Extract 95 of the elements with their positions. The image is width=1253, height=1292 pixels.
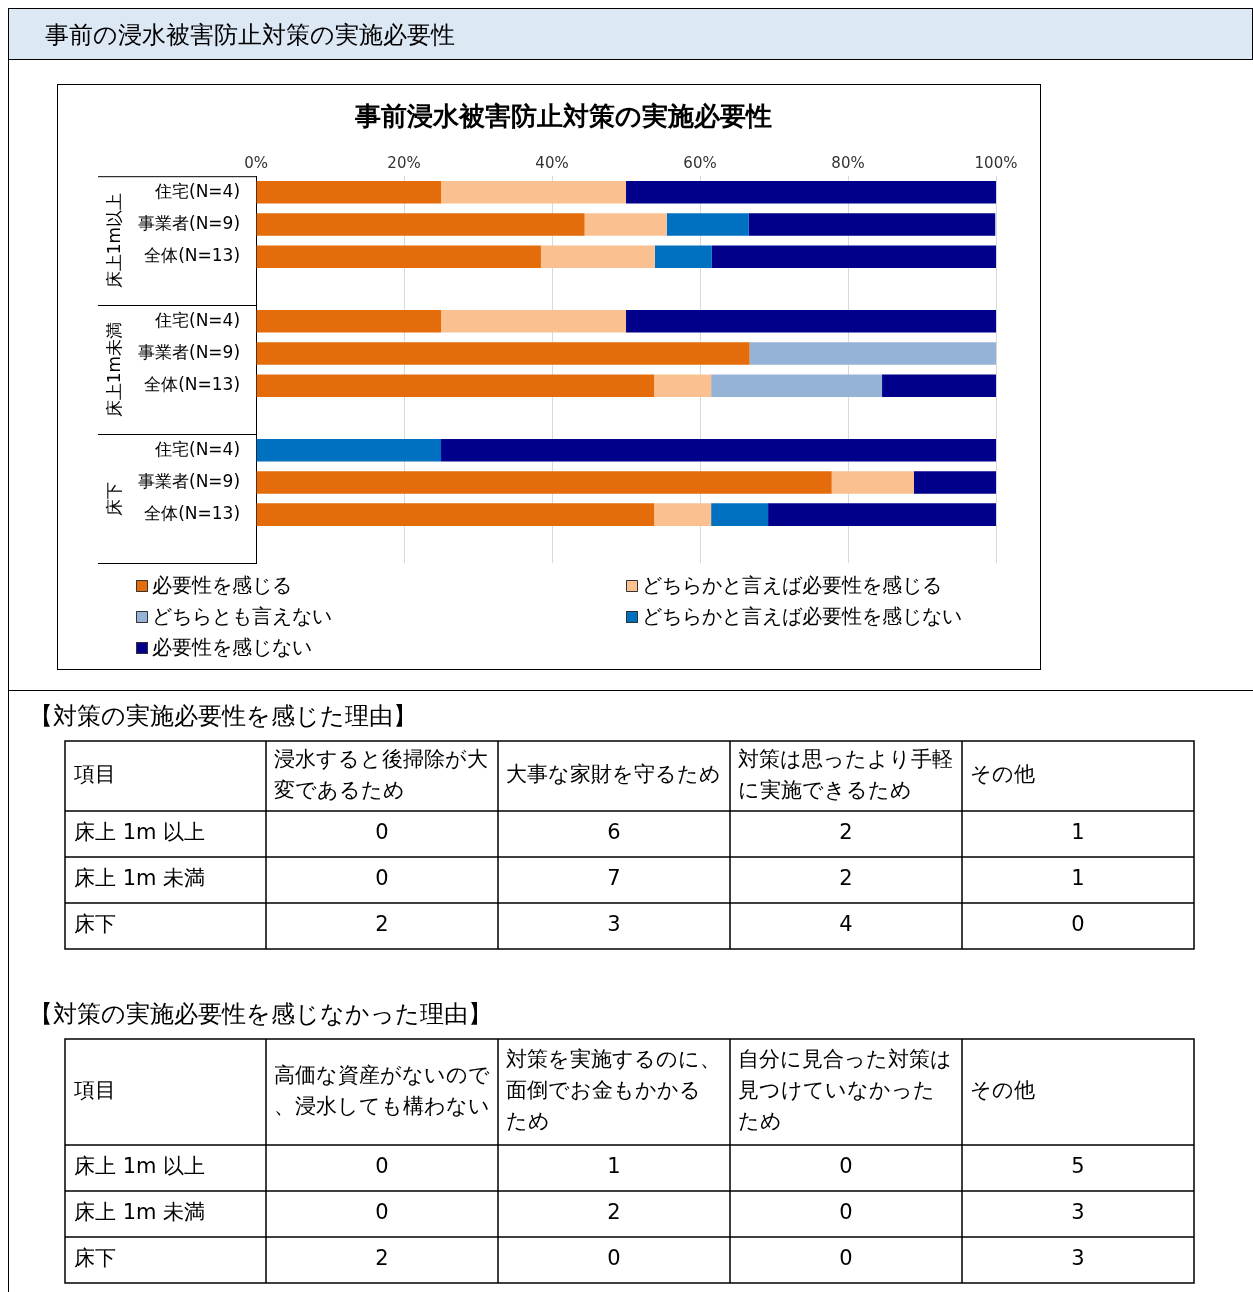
bar (256, 181, 442, 204)
text: 床上1m未満 (104, 321, 125, 418)
text: 床上1m以上 (104, 192, 125, 289)
legend-label: どちらかと言えば必要性を感じる (642, 573, 942, 598)
bar (540, 245, 655, 269)
x-tick-label: 自分に見合った対策は見つけていなかったため (738, 1047, 952, 1134)
text: 事前の浸水被害防止対策の実施必要性 (8, 8, 1253, 60)
y-tick-label: 床下 (74, 912, 116, 937)
y-tick-label: 住宅(N=4) (153, 180, 241, 201)
bar (654, 503, 712, 526)
bar (441, 438, 996, 462)
data-label: 2 (839, 820, 853, 845)
x-tick-label: 20% (387, 154, 421, 173)
data-label: 1 (1071, 820, 1085, 845)
data-label: 0 (839, 1246, 853, 1271)
bar (256, 438, 442, 462)
y-tick-label: 全体(N=13) (144, 374, 241, 395)
data-label: 1 (607, 1154, 621, 1179)
y-tick-label: 床上 1m 以上 (74, 1154, 206, 1179)
data-label: 2 (607, 1200, 621, 1225)
y-tick-label: 床下 (74, 1246, 116, 1271)
bar (584, 213, 667, 236)
data-label: 0 (375, 820, 389, 845)
x-tick-label: 対策は思ったより手軽に実施できるため (738, 746, 953, 802)
y-tick-label: 事業者(N=9) (137, 341, 241, 362)
y-tick-label: 全体(N=13) (144, 245, 241, 266)
bar (831, 471, 914, 494)
x-tick-label: 0% (244, 154, 268, 173)
data-label: 0 (375, 1200, 389, 1225)
legend-label: 必要性を感じない (152, 635, 312, 660)
bar (626, 181, 996, 204)
y-axis-title: 項目 (73, 762, 116, 787)
legend-label: 必要性を感じる (152, 573, 292, 598)
data-label: 0 (375, 866, 389, 891)
y-tick-label: 住宅(N=4) (153, 309, 241, 330)
data-label: 0 (839, 1200, 853, 1225)
data-label: 3 (1071, 1246, 1085, 1271)
bar (256, 309, 442, 333)
legend-label: どちらとも言えない (152, 604, 332, 629)
bar (441, 309, 627, 333)
bar (711, 245, 996, 269)
data-label: 6 (607, 820, 621, 845)
data-label: 2 (839, 866, 853, 891)
legend-label: どちらかと言えば必要性を感じない (642, 604, 962, 629)
y-tick-label: 事業者(N=9) (137, 470, 241, 491)
data-label: 7 (607, 866, 621, 891)
x-tick-label: その他 (970, 762, 1035, 787)
y-tick-label: 床上 1m 未満 (74, 866, 206, 891)
data-label: 3 (1071, 1200, 1085, 1225)
y-tick-label: 床上 1m 以上 (74, 820, 206, 845)
bar (882, 374, 996, 397)
data-label: 0 (839, 1154, 853, 1179)
bar (256, 503, 655, 526)
data-label: 4 (839, 912, 853, 937)
x-tick-label: 60% (683, 154, 717, 173)
y-tick-label: 全体(N=13) (144, 503, 241, 524)
bar (256, 213, 585, 236)
bar (654, 245, 712, 269)
bar (256, 471, 832, 494)
x-tick-label: その他 (970, 1078, 1035, 1103)
data-label: 5 (1071, 1154, 1085, 1179)
bar (666, 213, 749, 236)
chart-title: 【対策の実施必要性を感じなかった理由】 (29, 1000, 492, 1029)
x-tick-label: 40% (535, 154, 569, 173)
bar (441, 181, 627, 204)
chart-title: 【対策の実施必要性を感じた理由】 (29, 702, 417, 731)
bar (626, 309, 996, 333)
data-label: 0 (1071, 912, 1085, 937)
bar (711, 503, 769, 526)
x-tick-label: 大事な家財を守るため (506, 762, 721, 787)
x-tick-label: 80% (831, 154, 865, 173)
data-label: 2 (375, 912, 389, 937)
bar (748, 213, 996, 236)
y-axis-title: 項目 (73, 1078, 116, 1103)
data-label: 0 (607, 1246, 621, 1271)
y-tick-label: 住宅(N=4) (153, 438, 241, 459)
x-tick-label: 浸水すると後掃除が大変であるため (274, 746, 488, 802)
y-tick-label: 事業者(N=9) (137, 212, 241, 233)
bar (749, 342, 996, 365)
data-label: 0 (375, 1154, 389, 1179)
data-label: 2 (375, 1246, 389, 1271)
bar (256, 374, 655, 397)
bar (256, 342, 750, 365)
x-tick-label: 100% (974, 154, 1018, 173)
x-tick-label: 対策を実施するのに、面倒でお金もかかるため (506, 1047, 721, 1134)
bar (711, 374, 883, 397)
y-tick-label: 床上 1m 未満 (74, 1200, 206, 1225)
bar (654, 374, 712, 397)
data-label: 1 (1071, 866, 1085, 891)
chart-title: 事前浸水被害防止対策の実施必要性 (353, 101, 772, 132)
data-label: 3 (607, 912, 621, 937)
bar (768, 503, 996, 526)
x-tick-label: 高価な資産がないので、浸水しても構わない (274, 1062, 490, 1118)
bar (913, 471, 996, 494)
bar (256, 245, 541, 269)
